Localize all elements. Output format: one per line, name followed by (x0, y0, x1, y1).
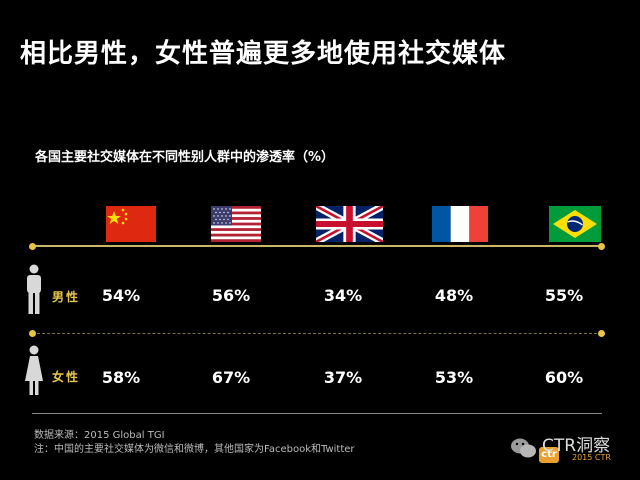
watermark-copyright: 2015 CTR (572, 453, 611, 462)
chart-title: 各国主要社交媒体在不同性别人群中的渗透率（%） (35, 150, 335, 165)
male-person-icon (24, 264, 44, 320)
female-value-france: 53% (434, 368, 474, 387)
row-label-male: 男性 (52, 290, 81, 304)
header-divider (32, 245, 602, 247)
ctr-logo-icon: ctr (539, 447, 559, 463)
watermark-text: CTR洞察 (542, 436, 611, 456)
male-value-uk: 34% (323, 286, 363, 305)
row-divider-left-dot (29, 330, 36, 337)
source-note: 数据来源：2015 Global TGI (34, 430, 165, 441)
female-value-brazil: 60% (544, 368, 584, 387)
female-value-usa: 67% (211, 368, 251, 387)
usa-flag (211, 206, 261, 242)
female-person-icon (24, 345, 44, 401)
china-flag (106, 206, 156, 242)
male-value-brazil: 55% (544, 286, 584, 305)
divider-left-dot (29, 243, 36, 250)
row-divider-right-dot (598, 330, 605, 337)
page-title: 相比男性，女性普遍更多地使用社交媒体 (20, 39, 507, 69)
uk-flag (316, 206, 383, 242)
female-value-china: 58% (101, 368, 141, 387)
wechat-icon (510, 437, 538, 463)
row-label-female: 女性 (52, 370, 81, 384)
brazil-flag (549, 206, 601, 242)
divider-right-dot (598, 243, 605, 250)
watermark: ctr CTR洞察 2015 CTR (510, 431, 630, 467)
france-flag (432, 206, 488, 242)
footnote: 注：中国的主要社交媒体为微信和微博，其他国家为Facebook和Twitter (34, 444, 355, 455)
male-value-usa: 56% (211, 286, 251, 305)
female-value-uk: 37% (323, 368, 363, 387)
male-value-france: 48% (434, 286, 474, 305)
row-divider (32, 333, 602, 334)
footer-divider (32, 413, 602, 414)
male-value-china: 54% (101, 286, 141, 305)
